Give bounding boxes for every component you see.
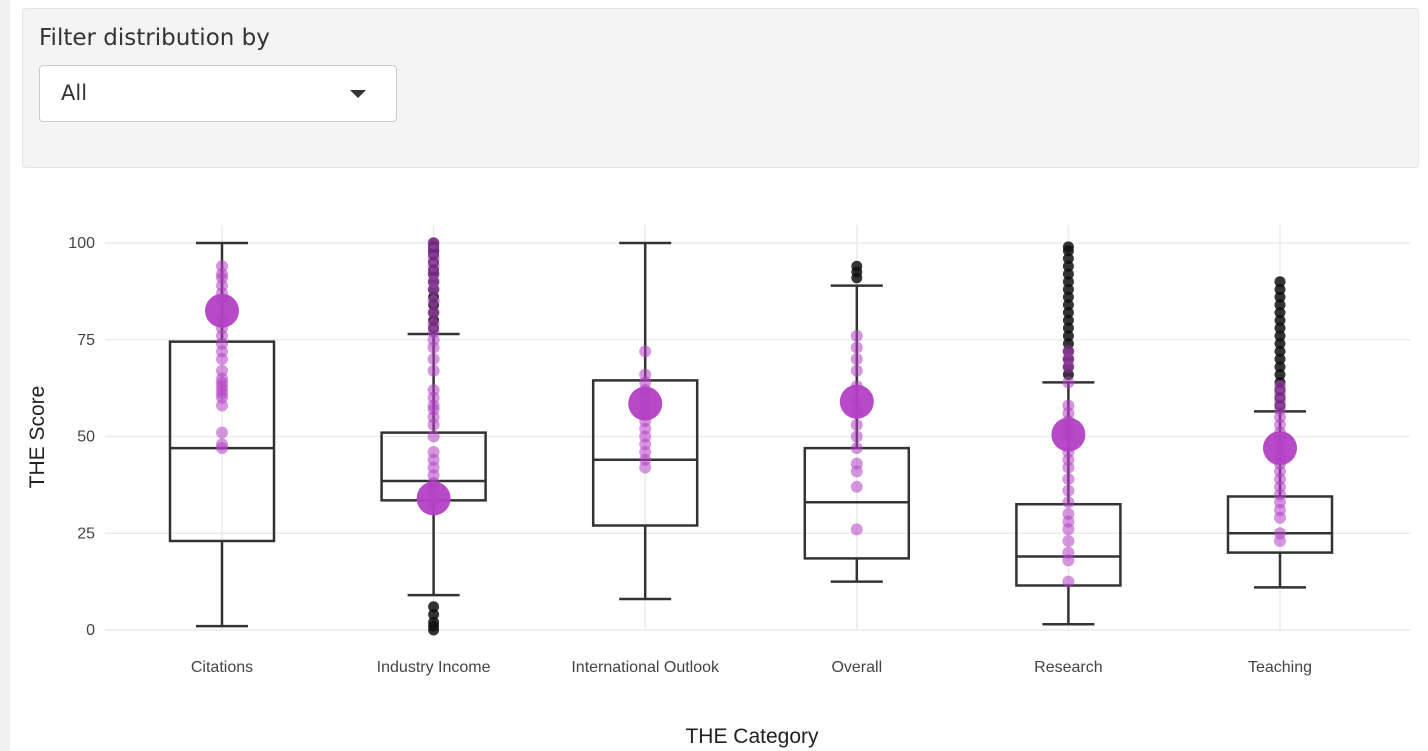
data-point [850, 442, 863, 455]
highlight-point-overall [839, 384, 874, 419]
data-point [216, 426, 228, 439]
x-tick-label: Overall [831, 659, 882, 676]
data-point [427, 384, 440, 397]
data-point [639, 345, 652, 358]
x-tick-label: Industry Income [377, 659, 491, 676]
outlier-point [1274, 322, 1286, 334]
outlier-point [428, 616, 440, 628]
data-point [1062, 376, 1075, 389]
x-axis-title: THE Category [685, 725, 819, 748]
data-point [427, 353, 440, 366]
data-point [216, 364, 228, 377]
data-point [1062, 484, 1075, 497]
y-tick-label: 25 [77, 525, 95, 542]
highlight-point-industry-income [416, 481, 451, 516]
outlier-point [1274, 283, 1286, 295]
data-point [850, 480, 863, 493]
x-tick-label: Citations [191, 659, 253, 676]
data-point [427, 445, 440, 458]
highlight-point-research [1051, 417, 1086, 452]
data-point [1062, 507, 1075, 520]
y-tick-label: 75 [77, 332, 95, 349]
data-point [850, 523, 863, 536]
outlier-point [1274, 314, 1286, 326]
data-point [850, 353, 863, 366]
outlier-point [1274, 369, 1286, 381]
data-point [427, 295, 440, 308]
outlier-point [1274, 291, 1286, 303]
highlight-point-citations [205, 293, 239, 328]
data-point [850, 418, 863, 431]
point-layer [205, 237, 1297, 636]
x-tick-label: Research [1034, 659, 1102, 676]
outlier-point [1062, 314, 1074, 326]
data-point [1062, 399, 1075, 412]
outlier-point [1062, 252, 1074, 264]
x-tick-label: Teaching [1248, 659, 1312, 676]
data-point [1062, 473, 1075, 486]
outlier-point [428, 609, 440, 621]
outlier-point [1274, 361, 1286, 373]
outlier-point [1062, 299, 1074, 311]
box-layer [168, 241, 1334, 628]
data-point [1062, 575, 1075, 588]
outlier-point [1062, 260, 1074, 272]
outlier-point [1274, 345, 1286, 357]
data-point [427, 318, 440, 331]
data-point [216, 260, 228, 273]
y-axis-title: THE Score [26, 386, 49, 489]
outlier-point [1062, 241, 1074, 253]
outlier-point [1062, 291, 1074, 303]
outlier-point [1274, 338, 1286, 350]
highlight-point-teaching [1263, 431, 1297, 466]
data-point [1062, 534, 1075, 547]
data-point [1274, 527, 1286, 540]
outlier-point [1062, 330, 1074, 342]
y-tick-label: 50 [77, 429, 95, 446]
data-point [427, 306, 440, 319]
outlier-point [1274, 353, 1286, 365]
filter-panel: Filter distribution by All [22, 8, 1419, 168]
data-point [850, 341, 863, 354]
y-tick-label: 100 [68, 235, 95, 252]
data-point [850, 457, 863, 470]
outlier-point [1062, 283, 1074, 295]
data-point [639, 368, 652, 381]
data-point [427, 430, 440, 443]
data-point [1062, 496, 1075, 509]
outlier-point [428, 601, 440, 613]
y-tick-label: 0 [86, 622, 95, 639]
data-point [427, 237, 440, 249]
grid-layer [105, 225, 1410, 631]
data-point [850, 430, 863, 443]
outlier-point [1274, 307, 1286, 319]
data-point [1062, 345, 1075, 358]
outlier-point [1062, 307, 1074, 319]
filter-label: Filter distribution by [39, 25, 270, 51]
caret-down-icon [350, 90, 366, 98]
x-tick-label: International Outlook [571, 659, 720, 676]
outlier-point [1274, 299, 1286, 311]
data-point [1274, 380, 1286, 393]
outlier-point [851, 260, 863, 272]
data-point [1062, 546, 1075, 559]
data-point [427, 364, 440, 377]
outlier-point [1274, 330, 1286, 342]
data-point [216, 438, 228, 451]
data-point [850, 329, 863, 342]
outlier-point [1274, 276, 1286, 288]
outlier-point [1062, 276, 1074, 288]
left-edge-strip [0, 0, 10, 751]
tick-layer: 0 25 50 75 100 Citations Industry Income Intern… [68, 235, 1312, 676]
data-point [850, 364, 863, 377]
highlight-point-international-outlook [628, 386, 663, 421]
filter-dropdown-value: All [61, 81, 88, 105]
outlier-point [1062, 268, 1074, 280]
filter-dropdown[interactable]: All [39, 65, 397, 122]
outlier-point [1062, 322, 1074, 334]
